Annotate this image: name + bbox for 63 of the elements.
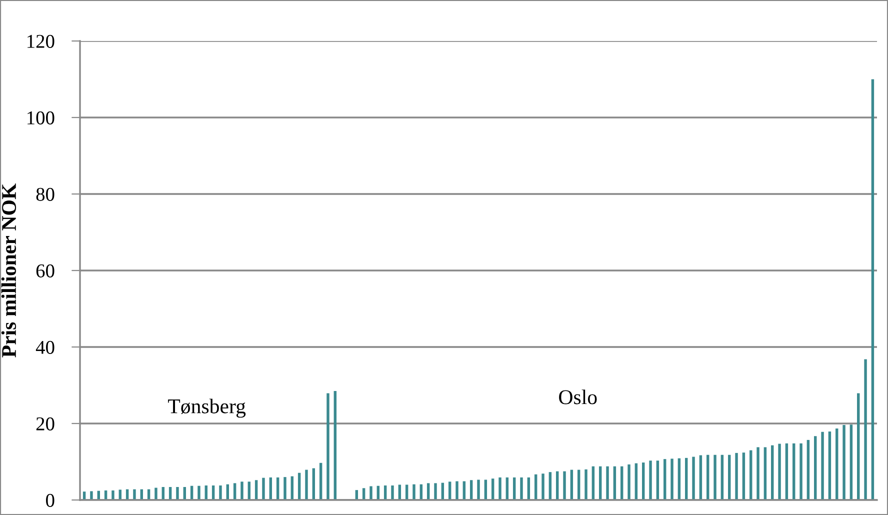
bar	[821, 432, 824, 500]
bar	[735, 452, 738, 500]
y-axis-title: Pris millioner NOK	[1, 183, 16, 358]
y-tick-label: 80	[36, 188, 54, 201]
bar	[133, 489, 136, 500]
bar	[154, 488, 158, 500]
y-tick-label: 120	[28, 34, 54, 48]
y-tick-label: 20	[36, 417, 54, 430]
bar	[692, 456, 695, 500]
bar	[305, 470, 308, 500]
bar	[370, 486, 372, 500]
bar	[770, 445, 774, 500]
bar	[628, 464, 630, 500]
bar	[714, 454, 716, 500]
bar	[240, 482, 244, 500]
bar	[670, 458, 674, 500]
bar	[792, 443, 796, 500]
bar	[742, 452, 746, 500]
bar	[284, 477, 286, 500]
bar	[836, 428, 838, 500]
y-tick-label: 40	[36, 340, 54, 354]
bar	[699, 455, 702, 500]
bar	[806, 440, 810, 500]
bar	[176, 486, 179, 500]
bar	[656, 460, 660, 500]
bar	[828, 432, 832, 500]
bar	[498, 477, 502, 500]
bar	[563, 471, 566, 500]
y-tick-label: 0	[46, 494, 54, 507]
bar	[334, 390, 337, 500]
bar	[785, 443, 788, 500]
bar	[434, 483, 437, 500]
bar	[850, 424, 853, 500]
bar	[198, 486, 200, 500]
bar	[778, 444, 781, 500]
annotation: Tønsberg	[168, 398, 246, 418]
bar	[391, 485, 394, 500]
bar	[520, 477, 523, 500]
bar	[112, 490, 114, 500]
annotation: Oslo	[559, 390, 597, 404]
bar	[871, 79, 874, 500]
bar	[584, 469, 588, 500]
bar	[412, 484, 416, 500]
bar	[606, 466, 609, 500]
bar	[326, 393, 330, 500]
bar	[542, 474, 544, 500]
bar	[764, 447, 767, 500]
bar	[756, 447, 760, 500]
bar	[262, 478, 265, 500]
bar	[814, 436, 817, 500]
bar	[477, 480, 480, 500]
bar	[649, 460, 652, 500]
bar	[864, 359, 867, 500]
bar	[800, 443, 802, 500]
bar	[90, 491, 93, 500]
y-tick-label: 60	[36, 264, 54, 278]
bar	[219, 485, 222, 500]
bar	[857, 393, 860, 500]
bar	[663, 459, 666, 500]
bar	[684, 458, 688, 500]
y-tick-label: 100	[28, 111, 54, 124]
bar	[456, 481, 458, 500]
bar	[842, 425, 846, 500]
